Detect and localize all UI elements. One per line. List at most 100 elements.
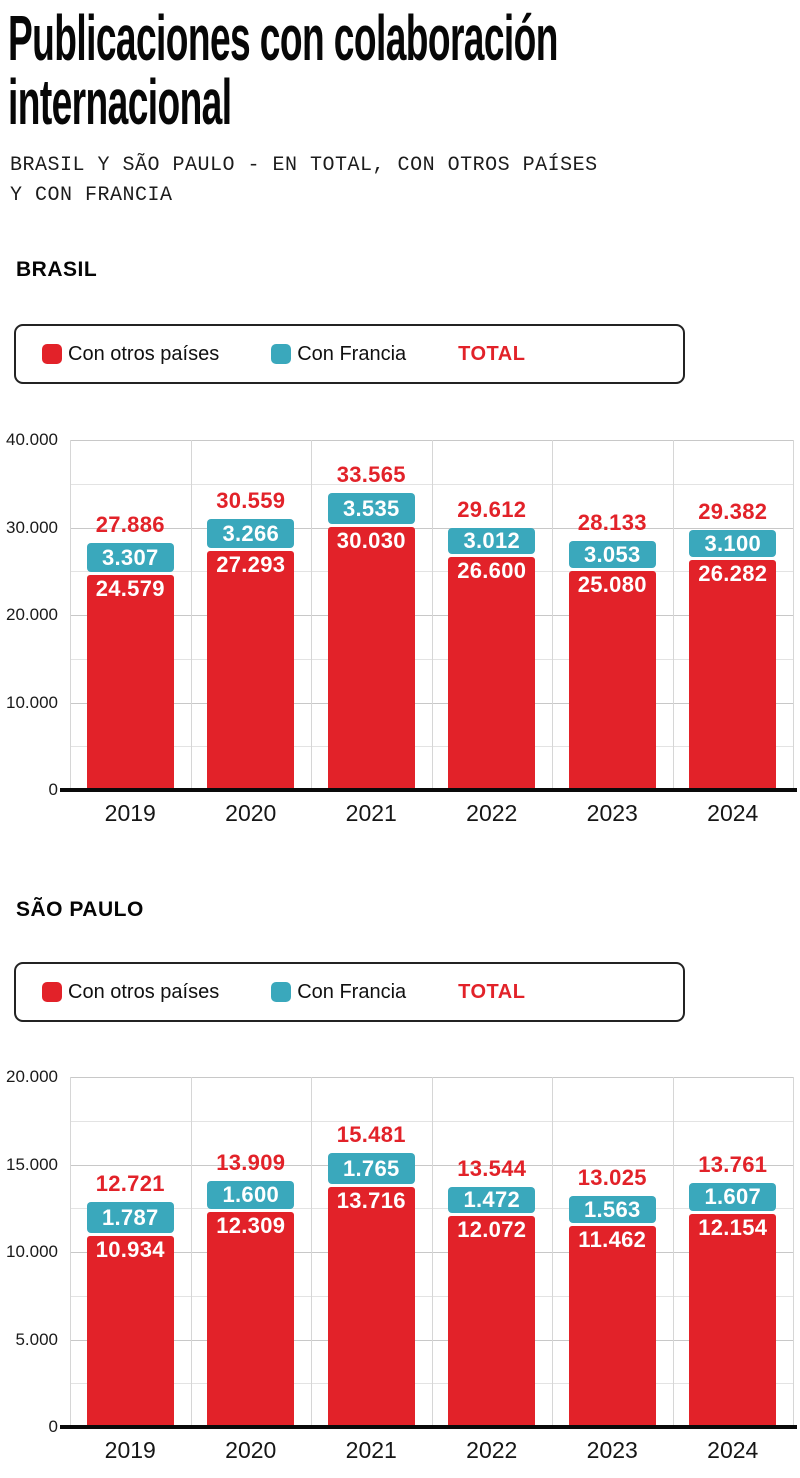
bar-group-2020: 1.600 12.309 13.909 bbox=[207, 1150, 295, 1427]
page-subtitle: BRASIL Y SÃO PAULO - EN TOTAL, CON OTROS… bbox=[10, 154, 598, 207]
legend-label-otros: Con otros países bbox=[68, 980, 220, 1003]
y-tick-label: 40.000 bbox=[6, 430, 58, 449]
legend-sao-paulo: Con otros países Con Francia TOTAL bbox=[14, 962, 685, 1022]
segment-francia: 3.266 bbox=[207, 519, 295, 548]
bar-group-2019: 1.787 10.934 12.721 bbox=[86, 1171, 174, 1427]
segment-francia: 1.765 bbox=[327, 1153, 415, 1184]
x-tick-label: 2020 bbox=[225, 1437, 277, 1463]
bar-group-2022: 1.472 12.072 13.544 bbox=[448, 1156, 536, 1427]
segment-otros: 11.462 bbox=[568, 1226, 656, 1427]
segment-otros: 26.282 bbox=[689, 560, 777, 790]
segment-francia: 3.100 bbox=[689, 530, 777, 557]
x-tick-label: 2022 bbox=[466, 1437, 518, 1463]
gridline-vertical bbox=[793, 440, 794, 790]
y-tick-label: 10.000 bbox=[6, 1242, 58, 1261]
x-tick-label: 2022 bbox=[466, 800, 518, 826]
otros-color-swatch bbox=[42, 344, 62, 364]
gridline-vertical bbox=[672, 440, 674, 790]
gridline-vertical bbox=[431, 440, 433, 790]
segment-otros: 24.579 bbox=[86, 575, 174, 790]
bar-group-2019: 3.307 24.579 27.886 bbox=[86, 512, 174, 790]
bar-group-2021: 1.765 13.716 15.481 bbox=[327, 1122, 415, 1427]
y-tick-label: 30.000 bbox=[6, 517, 58, 537]
segment-otros: 10.934 bbox=[86, 1236, 174, 1427]
segment-francia: 3.053 bbox=[568, 541, 656, 568]
label-total: 29.382 bbox=[698, 499, 768, 524]
page-title: Publicaciones con colaboración internaci… bbox=[8, 2, 558, 138]
legend-label-otros: Con otros países bbox=[68, 342, 220, 365]
y-tick-label: 20.000 bbox=[6, 1067, 58, 1086]
segment-otros: 25.080 bbox=[568, 571, 656, 790]
legend-item-otros: Con otros países bbox=[42, 343, 219, 366]
y-tick-label: 10.000 bbox=[6, 692, 58, 712]
segment-francia: 1.787 bbox=[86, 1202, 174, 1233]
x-tick-label: 2021 bbox=[345, 1437, 397, 1463]
gridline-vertical bbox=[672, 1077, 674, 1427]
label-total: 13.909 bbox=[216, 1150, 286, 1175]
label-total: 27.886 bbox=[95, 512, 165, 537]
legend-item-francia: Con Francia bbox=[271, 343, 406, 366]
y-tick-label: 0 bbox=[48, 1417, 58, 1436]
segment-francia: 1.472 bbox=[448, 1187, 536, 1213]
segment-otros: 12.072 bbox=[448, 1216, 536, 1427]
gridline-vertical bbox=[431, 1077, 433, 1427]
label-total: 15.481 bbox=[336, 1122, 406, 1147]
label-total: 28.133 bbox=[577, 510, 647, 535]
segment-otros: 26.600 bbox=[448, 557, 536, 790]
section-title-sao-paulo: SÃO PAULO bbox=[16, 898, 144, 921]
y-tick-label: 5.000 bbox=[15, 1329, 58, 1349]
label-total: 29.612 bbox=[457, 497, 527, 522]
gridline-vertical bbox=[311, 440, 312, 790]
segment-francia: 1.600 bbox=[207, 1181, 295, 1209]
legend-brasil: Con otros países Con Francia TOTAL bbox=[14, 324, 685, 384]
bar-group-2023: 1.563 11.462 13.025 bbox=[568, 1165, 656, 1427]
bar-group-2023: 3.053 25.080 28.133 bbox=[568, 510, 656, 790]
segment-otros: 12.154 bbox=[689, 1214, 777, 1427]
label-total: 13.544 bbox=[457, 1156, 527, 1181]
label-total: 12.721 bbox=[95, 1171, 165, 1196]
gridline-vertical bbox=[190, 1077, 192, 1427]
x-tick-label: 2024 bbox=[707, 800, 759, 826]
legend-item-francia: Con Francia bbox=[271, 981, 406, 1004]
segment-francia: 1.563 bbox=[568, 1196, 656, 1223]
bar-group-2021: 3.535 30.030 33.565 bbox=[327, 462, 415, 790]
gridline-vertical bbox=[552, 440, 553, 790]
label-total: 30.559 bbox=[216, 488, 286, 513]
gridline-vertical bbox=[311, 1077, 312, 1427]
sao-paulo-stacked-bar-chart: 0 5.000 10.000 15.000 20.000 1.787 10.934 12.72… bbox=[0, 1067, 800, 1478]
segment-otros: 27.293 bbox=[207, 551, 295, 790]
legend-label-total: TOTAL bbox=[458, 980, 526, 1003]
brasil-stacked-bar-chart: 0 10.000 20.000 30.000 40.000 3.307 24.579 27.8… bbox=[0, 430, 800, 852]
x-axis bbox=[60, 788, 797, 792]
gridline-vertical bbox=[793, 1077, 794, 1427]
gridline-vertical bbox=[552, 1077, 553, 1427]
gridline-vertical bbox=[70, 1077, 71, 1427]
segment-francia: 3.307 bbox=[86, 543, 174, 572]
y-tick-label: 20.000 bbox=[6, 605, 58, 624]
x-tick-label: 2019 bbox=[104, 800, 156, 826]
x-tick-label: 2021 bbox=[345, 800, 397, 826]
segment-francia: 3.535 bbox=[327, 493, 415, 524]
section-title-brasil: BRASIL bbox=[16, 258, 98, 281]
x-tick-label: 2019 bbox=[104, 1437, 156, 1463]
francia-color-swatch bbox=[271, 982, 292, 1002]
segment-otros: 13.716 bbox=[327, 1187, 415, 1427]
label-total: 13.025 bbox=[577, 1165, 647, 1190]
gridline-vertical bbox=[190, 440, 192, 790]
label-total: 33.565 bbox=[336, 462, 406, 487]
segment-francia: 1.607 bbox=[689, 1183, 777, 1211]
bar-group-2024: 1.607 12.154 13.761 bbox=[689, 1152, 777, 1427]
y-tick-label: 0 bbox=[48, 780, 58, 799]
segment-otros: 12.309 bbox=[207, 1212, 295, 1427]
bar-group-2022: 3.012 26.600 29.612 bbox=[448, 497, 536, 790]
x-tick-label: 2020 bbox=[225, 800, 277, 826]
bar-group-2020: 3.266 27.293 30.559 bbox=[207, 488, 295, 790]
x-axis bbox=[60, 1425, 797, 1429]
label-total: 13.761 bbox=[698, 1152, 768, 1177]
francia-color-swatch bbox=[271, 344, 292, 364]
x-tick-label: 2023 bbox=[586, 800, 638, 826]
legend-label-francia: Con Francia bbox=[297, 980, 407, 1003]
x-tick-label: 2023 bbox=[586, 1437, 638, 1463]
legend-label-total: TOTAL bbox=[458, 342, 526, 365]
